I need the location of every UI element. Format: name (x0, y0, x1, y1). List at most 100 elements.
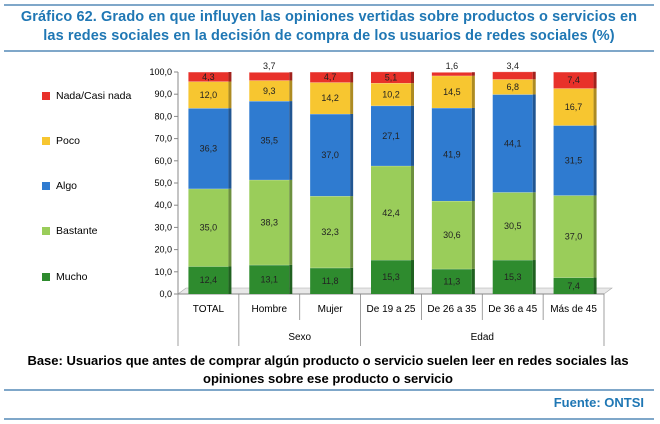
bar-segment (553, 195, 594, 278)
y-tick-label: 50,0 (154, 178, 172, 188)
group-label: Edad (471, 332, 494, 343)
bar-value-label: 7,4 (567, 281, 580, 291)
bar-value-label: 37,0 (321, 150, 339, 160)
bar-segment (310, 267, 351, 294)
bar-value-label: 13,1 (261, 274, 279, 284)
bar-segment (188, 266, 229, 294)
bar-value-label: 12,0 (200, 90, 218, 100)
legend-swatch (42, 227, 50, 235)
bar-segment-side (532, 79, 536, 95)
bar-segment-side (532, 192, 536, 261)
bar-segment-side (593, 125, 597, 196)
bar-segment (310, 113, 351, 197)
y-tick-label: 0,0 (159, 289, 172, 299)
legend-label: Nada/Casi nada (56, 90, 131, 102)
category-label: TOTAL (193, 304, 225, 315)
bar-segment-side (350, 267, 354, 294)
bar-segment (431, 268, 472, 294)
y-tick-label: 60,0 (154, 156, 172, 166)
bar-value-label: 30,5 (504, 221, 522, 231)
bar-segment (249, 72, 290, 81)
bar-segment-side (350, 82, 354, 114)
bar-value-label: 14,2 (321, 93, 339, 103)
bar-value-label: 5,1 (385, 72, 398, 82)
category-label: De 26 a 35 (427, 304, 476, 315)
figure-frame (4, 4, 654, 420)
bar-segment-side (471, 75, 475, 108)
bar-segment-side (289, 101, 293, 180)
bar-segment-side (411, 260, 414, 294)
bar-segment (431, 75, 472, 108)
y-tick-label: 30,0 (154, 222, 172, 232)
bar-segment (431, 200, 472, 269)
group-label: Sexo (288, 332, 311, 343)
bar-segment (492, 79, 533, 95)
y-tick-label: 40,0 (154, 200, 172, 210)
bar-segment-side (289, 264, 293, 294)
bar-value-label: 41,9 (443, 149, 461, 159)
bar-segment-side (593, 277, 597, 294)
bar-value-label: 32,3 (321, 227, 339, 237)
y-tick-label: 20,0 (154, 245, 172, 255)
bar-segment (249, 264, 290, 294)
bar-segment (553, 277, 594, 294)
bar-segment-side (350, 196, 354, 268)
stacked-bar-chart: 0,0 10,0 20,0 30,0 40,0 50,0 60,0 70,0 80,0 90,0 1… (42, 61, 613, 346)
bottom-divider (4, 418, 654, 420)
legend-label: Mucho (56, 271, 88, 283)
bar-segment (371, 105, 411, 166)
base-note: Base: Usuarios que antes de comprar algú… (27, 353, 629, 386)
bar-segment-side (593, 195, 597, 278)
category-label: Mujer (318, 304, 344, 315)
bar-value-label: 3,7 (263, 61, 276, 71)
bar-segment (553, 72, 594, 89)
bar-segment-side (411, 105, 414, 166)
y-tick-label: 100,0 (149, 67, 172, 77)
bar-segment (188, 108, 229, 189)
bar-segment (249, 179, 290, 265)
legend-label: Bastante (56, 225, 98, 237)
bar-value-label: 10,2 (382, 89, 400, 99)
bar-value-label: 35,0 (200, 223, 218, 233)
bar-value-label: 4,7 (324, 72, 337, 82)
y-tick-label: 10,0 (154, 267, 172, 277)
bar-segment-side (289, 80, 293, 102)
bar-value-label: 4,3 (202, 72, 215, 82)
bar-segment-side (593, 88, 597, 126)
bar-value-label: 6,8 (506, 82, 519, 92)
category-label: Más de 45 (550, 304, 597, 315)
bar-segment (553, 125, 594, 196)
bar-segment (188, 188, 229, 267)
bar-value-label: 11,8 (322, 276, 339, 286)
legend-swatch (42, 92, 50, 100)
bar-segment-side (228, 81, 232, 109)
legend-swatch (42, 273, 50, 281)
y-tick-label: 70,0 (154, 134, 172, 144)
bar-value-label: 14,5 (443, 87, 461, 97)
bar-segment-side (532, 71, 536, 80)
bar-segment-side (471, 268, 475, 294)
bar-segment (371, 260, 411, 294)
bar-segment-side (228, 108, 232, 189)
bar-value-label: 38,3 (261, 217, 279, 227)
bar-segment-side (228, 266, 232, 294)
bar-value-label: 31,5 (565, 155, 583, 165)
category-label: De 19 a 25 (367, 304, 416, 315)
bar-segment (492, 260, 533, 294)
bar-segment-side (228, 72, 232, 82)
legend-swatch (42, 137, 50, 145)
bar-value-label: 42,4 (382, 208, 400, 218)
bar-segment-side (411, 83, 414, 106)
bar-segment (492, 94, 533, 193)
source-divider (4, 389, 654, 391)
legend-label: Algo (56, 180, 77, 192)
bar-segment (371, 71, 411, 84)
chart-title: Gráfico 62. Grado en que influyen las op… (20, 9, 638, 44)
bar-value-label: 36,3 (200, 143, 218, 153)
bar-segment-side (411, 165, 414, 261)
legend-label: Poco (56, 135, 80, 147)
bar-segment-side (228, 188, 232, 267)
bar-value-label: 27,1 (382, 131, 400, 141)
bar-segment-side (471, 200, 475, 269)
bar-value-label: 12,4 (200, 275, 218, 285)
